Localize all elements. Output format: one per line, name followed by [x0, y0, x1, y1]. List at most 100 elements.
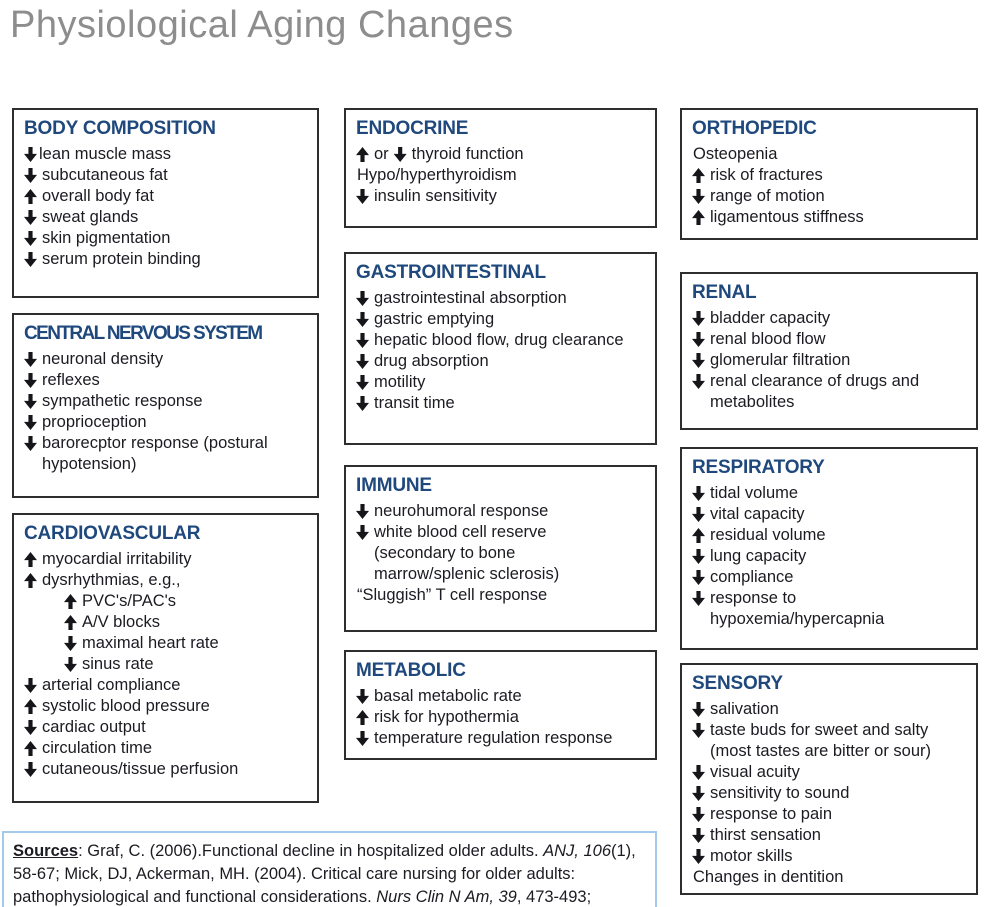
down-arrow-icon [24, 231, 37, 246]
change-text: basal metabolic rate [374, 687, 522, 705]
change-text: reflexes [42, 371, 100, 389]
change-item: lung capacity [692, 546, 966, 567]
section-title: RESPIRATORY [692, 457, 825, 478]
section-title: CARDIOVASCULAR [24, 523, 201, 544]
down-arrow-icon [692, 311, 705, 326]
down-arrow-icon [692, 828, 705, 843]
change-text: compliance [710, 568, 794, 586]
change-text: vital capacity [710, 505, 805, 523]
change-item: barorecptor response (postural hypotensi… [24, 433, 307, 475]
change-text: motor skills [710, 847, 793, 865]
section-title: IMMUNE [356, 475, 432, 496]
change-item: arterial compliance [24, 675, 307, 696]
change-text: response to pain [710, 805, 833, 823]
down-arrow-icon [356, 354, 369, 369]
change-item: or thyroid function [356, 144, 645, 165]
section-metabolic: METABOLIC basal metabolic rate risk for … [344, 650, 657, 760]
change-item: maximal heart rate [64, 633, 307, 654]
down-arrow-icon [356, 312, 369, 327]
change-item: cardiac output [24, 717, 307, 738]
change-text: sensitivity to sound [710, 784, 850, 802]
change-item: myocardial irritability [24, 549, 307, 570]
section-cardiovascular: CARDIOVASCULAR myocardial irritability d… [12, 513, 319, 803]
section-respiratory: RESPIRATORY tidal volume vital capacity … [680, 447, 978, 650]
change-item: white blood cell reserve (secondary to b… [356, 522, 606, 585]
down-arrow-icon [356, 731, 369, 746]
change-item: response to pain [692, 804, 966, 825]
down-arrow-icon [356, 525, 369, 540]
change-text: dysrhythmias, e.g., [42, 571, 181, 589]
change-item: PVC's/PAC's [64, 591, 307, 612]
down-arrow-icon [356, 375, 369, 390]
up-arrow-icon [692, 528, 705, 543]
up-arrow-icon [356, 147, 369, 162]
change-item: compliance [692, 567, 966, 588]
down-arrow-icon [393, 147, 407, 162]
change-item: motor skills [692, 846, 966, 867]
change-text: systolic blood pressure [42, 697, 210, 715]
down-arrow-icon [24, 762, 37, 777]
change-text: serum protein binding [42, 250, 201, 268]
change-text: skin pigmentation [42, 229, 171, 247]
or-label: or [374, 145, 389, 163]
change-text: circulation time [42, 739, 153, 757]
change-item: basal metabolic rate [356, 686, 645, 707]
change-item: bladder capacity [692, 308, 966, 329]
section-title: CENTRAL NERVOUS SYSTEM [24, 323, 263, 344]
down-arrow-icon [356, 189, 369, 204]
down-arrow-icon [24, 210, 37, 225]
down-arrow-icon [692, 723, 705, 738]
change-text: lung capacity [710, 547, 807, 565]
change-text: visual acuity [710, 763, 800, 781]
change-text: Hypo/hyperthyroidism [357, 166, 517, 184]
down-arrow-icon [692, 765, 705, 780]
section-orthopedic: ORTHOPEDIC Osteopenia risk of fractures … [680, 108, 978, 240]
sources-text: : Graf, C. (2006).Functional decline in … [78, 842, 544, 860]
change-text: range of motion [710, 187, 825, 205]
change-text: neuronal density [42, 350, 164, 368]
change-item: “Sluggish” T cell response [356, 585, 645, 606]
up-arrow-icon [64, 615, 77, 630]
down-arrow-icon [692, 786, 705, 801]
change-text: maximal heart rate [82, 634, 219, 652]
down-arrow-icon [64, 636, 77, 651]
change-text: response to hypoxemia/hypercapnia [710, 589, 885, 628]
change-item: systolic blood pressure [24, 696, 307, 717]
page-title: Physiological Aging Changes [10, 4, 514, 46]
change-text: drug absorption [374, 352, 489, 370]
change-text: thyroid function [411, 145, 524, 163]
up-arrow-icon [692, 168, 705, 183]
change-text: sinus rate [82, 655, 154, 673]
change-text: myocardial irritability [42, 550, 192, 568]
change-item: sensitivity to sound [692, 783, 966, 804]
change-text: subcutaneous fat [42, 166, 168, 184]
change-item: temperature regulation response [356, 728, 645, 749]
change-item: residual volume [692, 525, 966, 546]
change-item: thirst sensation [692, 825, 966, 846]
change-text: salivation [710, 700, 779, 718]
change-text: Changes in dentition [693, 868, 844, 886]
section-central-nervous-system: CENTRAL NERVOUS SYSTEM neuronal density … [12, 313, 319, 498]
up-arrow-icon [24, 189, 37, 204]
change-item: Hypo/hyperthyroidism [356, 165, 645, 186]
down-arrow-icon [356, 396, 369, 411]
section-title: GASTROINTESTINAL [356, 262, 546, 283]
down-arrow-icon [692, 549, 705, 564]
section-title: RENAL [692, 282, 757, 303]
sources-journal: ANJ, 106 [543, 842, 611, 860]
down-arrow-icon [356, 333, 369, 348]
section-title: METABOLIC [356, 660, 466, 681]
change-text: gastrointestinal absorption [374, 289, 567, 307]
section-renal: RENAL bladder capacity renal blood flow … [680, 272, 978, 430]
down-arrow-icon [24, 394, 37, 409]
change-text: proprioception [42, 413, 147, 431]
section-title: SENSORY [692, 673, 783, 694]
change-text: A/V blocks [82, 613, 160, 631]
sources-label: Sources [13, 842, 79, 860]
up-arrow-icon [24, 741, 37, 756]
change-item: neuronal density [24, 349, 307, 370]
down-arrow-icon [24, 147, 37, 162]
change-item: gastrointestinal absorption [356, 288, 645, 309]
down-arrow-icon [24, 720, 37, 735]
change-item: visual acuity [692, 762, 966, 783]
